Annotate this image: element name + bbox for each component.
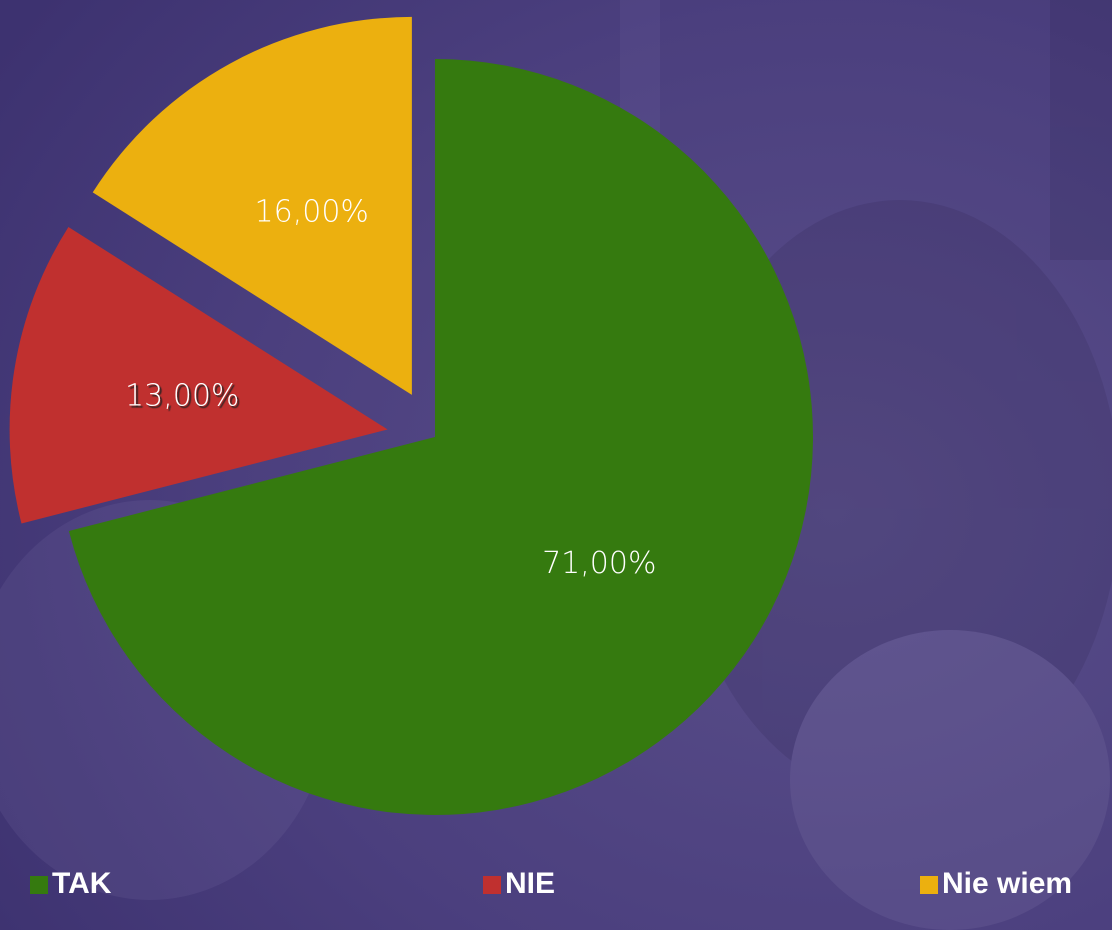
pie-slice — [68, 59, 814, 816]
legend-label: NIE — [505, 867, 555, 900]
slice-label: 71,00% — [542, 546, 656, 581]
slice-label: 13,00% — [125, 378, 239, 413]
pie-slice — [92, 16, 412, 395]
pie: 71,00% 13,00% 16,00% — [9, 16, 814, 816]
legend-swatch — [920, 876, 938, 894]
legend: TAK NIE Nie wiem — [30, 867, 1072, 900]
legend-label: Nie wiem — [942, 867, 1072, 900]
legend-swatch — [30, 876, 48, 894]
legend-label: TAK — [52, 867, 112, 900]
pie-slice — [9, 226, 388, 524]
legend-swatch — [483, 876, 501, 894]
slice-label: 16,00% — [255, 194, 369, 229]
